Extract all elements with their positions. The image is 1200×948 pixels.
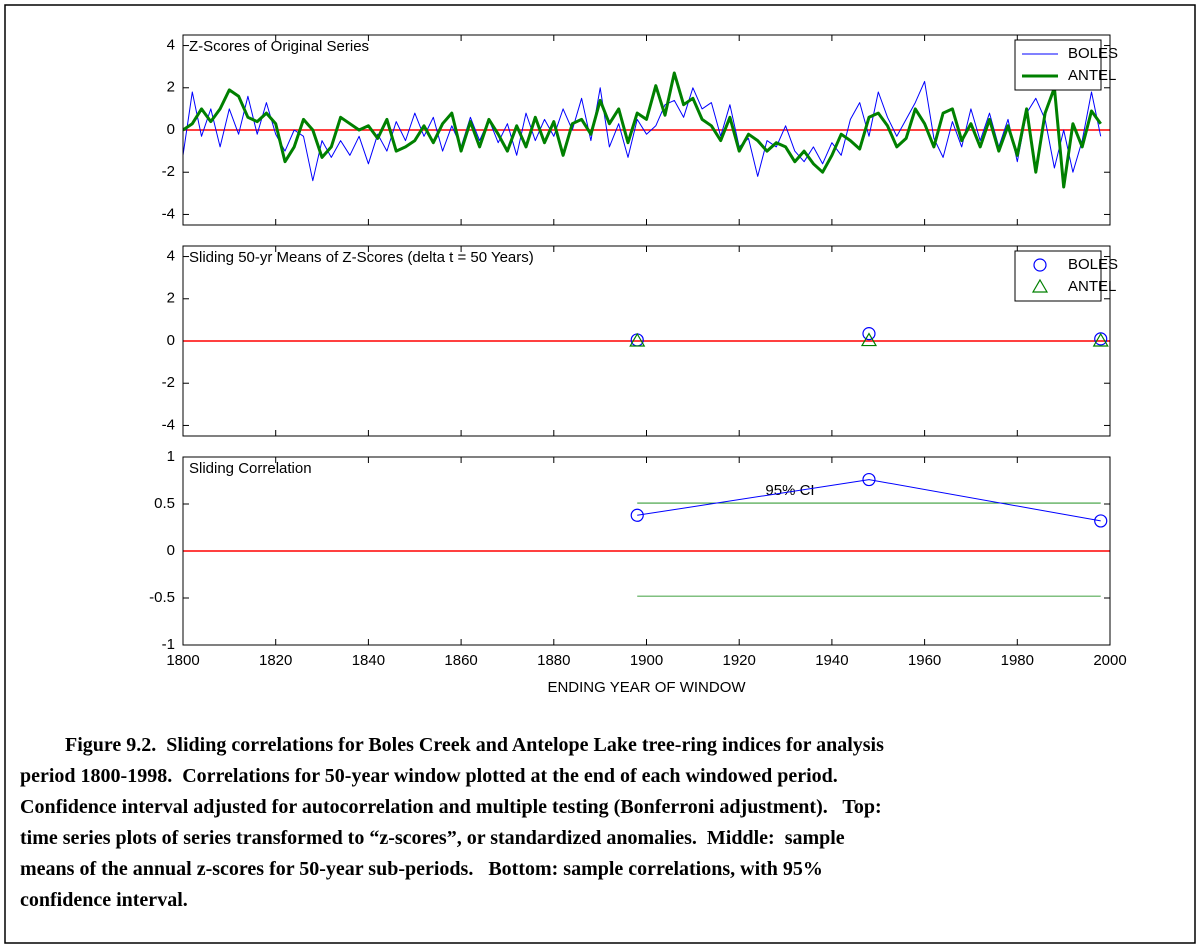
legend-label: BOLES xyxy=(1068,45,1118,62)
marker xyxy=(1092,332,1109,347)
x-tick-label: 2000 xyxy=(1093,652,1126,669)
plot-frame xyxy=(182,456,1111,646)
series-line xyxy=(183,80,1102,182)
x-tick-label: 1820 xyxy=(259,652,292,669)
x-tick-label: 1840 xyxy=(352,652,385,669)
x-tick-label: 1980 xyxy=(1001,652,1034,669)
frame xyxy=(4,4,1196,944)
plot-frame xyxy=(182,245,1111,437)
legend-swatch xyxy=(1031,278,1049,293)
x-axis-label: ENDING YEAR OF WINDOW xyxy=(547,679,746,696)
caption-line: Confidence interval adjusted for autocor… xyxy=(20,796,882,818)
panel-title: Z-Scores of Original Series xyxy=(189,38,369,55)
legend-label: ANTEL xyxy=(1068,278,1116,295)
caption-line: confidence interval. xyxy=(20,889,188,911)
y-tick-label: 0 xyxy=(167,121,175,138)
y-tick-label: 2 xyxy=(167,79,175,96)
y-tick-label: 0 xyxy=(167,332,175,349)
x-tick-label: 1800 xyxy=(166,652,199,669)
legend-box xyxy=(1014,250,1102,302)
caption-line: period 1800-1998. Correlations for 50-ye… xyxy=(20,765,838,787)
x-tick-label: 1940 xyxy=(815,652,848,669)
plot-frame xyxy=(182,34,1111,226)
ci-label: 95% CI xyxy=(765,482,814,499)
y-tick-label: 0 xyxy=(167,542,175,559)
panel-title: Sliding 50-yr Means of Z-Scores (delta t… xyxy=(189,249,534,266)
legend-box xyxy=(1014,39,1102,91)
legend-swatch xyxy=(1033,258,1047,272)
panel-title: Sliding Correlation xyxy=(189,460,312,477)
y-tick-label: -2 xyxy=(162,163,175,180)
marker xyxy=(862,472,876,487)
y-tick-label: 4 xyxy=(167,37,175,54)
x-tick-label: 1880 xyxy=(537,652,570,669)
caption-line: means of the annual z-scores for 50-year… xyxy=(20,858,823,880)
marker xyxy=(860,332,878,347)
y-tick-label: -2 xyxy=(162,374,175,391)
y-tick-label: 1 xyxy=(167,448,175,465)
caption-line: Figure 9.2. Sliding correlations for Bol… xyxy=(65,734,884,756)
x-tick-label: 1860 xyxy=(444,652,477,669)
y-tick-label: 4 xyxy=(167,248,175,265)
y-tick-label: 2 xyxy=(167,290,175,307)
legend-label: ANTEL xyxy=(1068,67,1116,84)
y-tick-label: -4 xyxy=(162,416,175,433)
marker xyxy=(629,332,646,347)
marker xyxy=(1094,514,1108,528)
y-tick-label: -1 xyxy=(162,636,175,653)
x-tick-label: 1960 xyxy=(908,652,941,669)
marker xyxy=(630,508,644,522)
caption-line: time series plots of series transformed … xyxy=(20,827,845,849)
legend-label: BOLES xyxy=(1068,256,1118,273)
series-line xyxy=(637,479,1101,522)
x-tick-label: 1920 xyxy=(723,652,756,669)
y-tick-label: -0.5 xyxy=(149,589,175,606)
series-line xyxy=(183,71,1102,189)
marker xyxy=(862,327,876,341)
y-tick-label: -4 xyxy=(162,205,175,222)
y-tick-label: 0.5 xyxy=(154,495,175,512)
x-tick-label: 1900 xyxy=(630,652,663,669)
